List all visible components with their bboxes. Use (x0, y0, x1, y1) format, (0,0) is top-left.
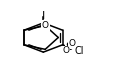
Text: S: S (65, 42, 72, 52)
Text: O: O (41, 21, 48, 30)
Text: O: O (68, 39, 75, 48)
Text: Cl: Cl (74, 46, 83, 56)
Text: I: I (41, 11, 45, 21)
Text: O: O (62, 46, 69, 55)
